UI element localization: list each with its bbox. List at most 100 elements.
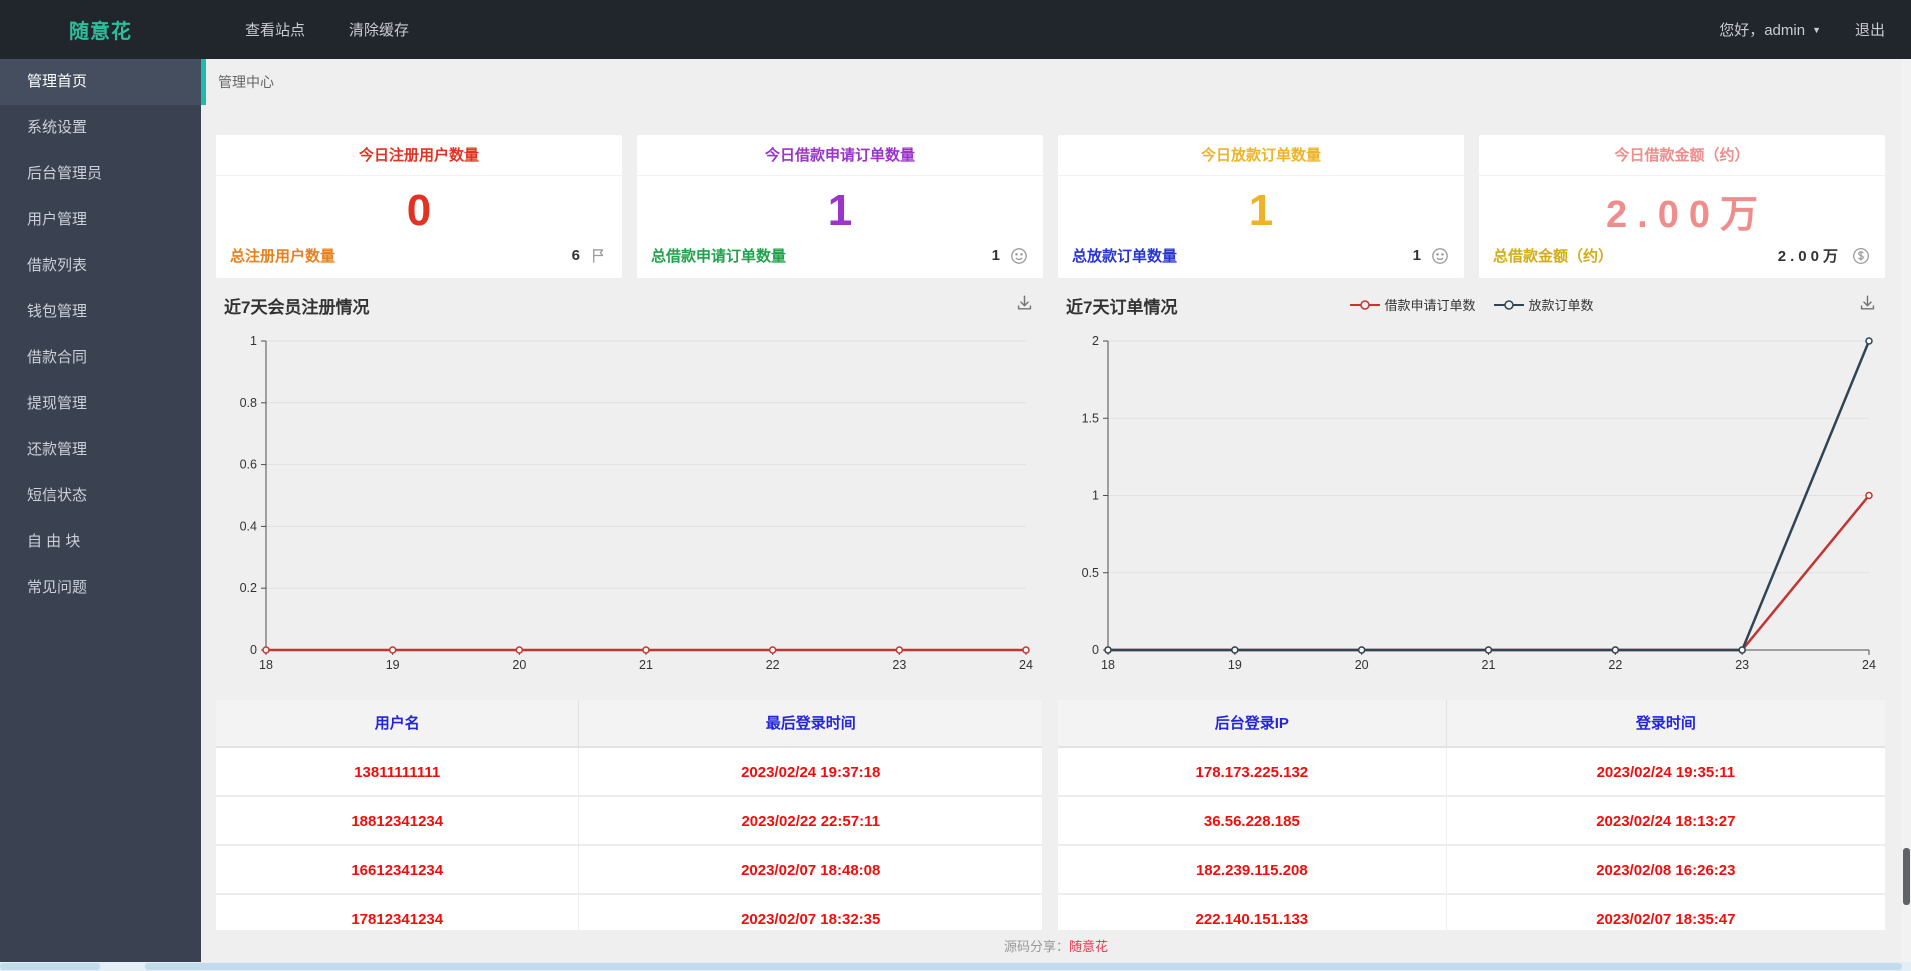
- flag-icon: [589, 246, 608, 265]
- svg-text:24: 24: [1862, 658, 1876, 672]
- stat-card-2: 今日放款订单数量 1 总放款订单数量 1: [1058, 135, 1464, 278]
- logout-button[interactable]: 退出: [1854, 22, 1885, 39]
- footer-link[interactable]: 随意花: [1069, 939, 1109, 954]
- sidebar-item-2[interactable]: 后台管理员: [27, 165, 103, 182]
- footer-prefix: 源码分享：: [1003, 939, 1069, 954]
- top-menu: 查看站点 清除缓存: [201, 19, 409, 40]
- stat-card-footer-label: 总借款申请订单数量: [651, 248, 787, 265]
- stat-card-footer-value: 1: [991, 247, 1000, 264]
- stat-card-footer-right: 2.00万: [1778, 245, 1871, 266]
- table-cell: 13811111111: [216, 748, 580, 795]
- svg-text:21: 21: [1482, 658, 1496, 672]
- download-icon[interactable]: [1015, 293, 1034, 312]
- download-icon[interactable]: [1858, 293, 1877, 312]
- svg-text:0: 0: [1092, 643, 1099, 657]
- horizontal-scrollbar-thumb[interactable]: [145, 963, 1902, 970]
- line-chart-canvas: 18 19 20 21 22 23 24 0 0.2 0.4 0.6 0.8 1: [240, 334, 1033, 672]
- stat-card-footer-label: 总注册用户数量: [230, 248, 336, 265]
- logo-wrap: 随意花: [0, 15, 201, 44]
- smiley-icon: [1430, 246, 1450, 266]
- topbar-right: 您好，admin ▼ 退出: [1719, 19, 1911, 40]
- top-menu-item-1[interactable]: 清除缓存: [349, 22, 410, 39]
- table-header-row: 后台登录IP 登录时间: [1058, 700, 1885, 748]
- line-chart-canvas: 18 19 20 21 22 23 24 0 0.5 1 1.5 2: [1082, 334, 1876, 672]
- table-header-cell: 用户名: [216, 700, 580, 746]
- top-menu-item-0[interactable]: 查看站点: [245, 22, 306, 39]
- vertical-scrollbar[interactable]: [1902, 59, 1911, 962]
- sidebar-item-6[interactable]: 借款合同: [27, 349, 88, 366]
- legend-item-1[interactable]: 放款订单数: [1493, 295, 1594, 314]
- stat-card-value: 2.00万: [1606, 194, 1768, 236]
- table-header-cell: 最后登录时间: [765, 715, 856, 732]
- stat-card-value: 0: [406, 185, 432, 235]
- sidebar-item-1[interactable]: 系统设置: [27, 119, 88, 136]
- legend-item-0[interactable]: 借款申请订单数: [1349, 295, 1476, 314]
- svg-text:18: 18: [1101, 658, 1115, 672]
- table-cell: 182.239.115.208: [1058, 846, 1447, 893]
- app-logo[interactable]: 随意花: [69, 21, 132, 43]
- sidebar-item-11[interactable]: 常见问题: [27, 579, 88, 596]
- page-footer: 源码分享：随意花: [201, 930, 1911, 963]
- legend-line-marker-icon: [1493, 299, 1524, 310]
- table-row: 13811111111 2023/02/24 19:37:18: [216, 748, 1042, 797]
- stat-card-title: 今日借款申请订单数量: [637, 135, 1043, 176]
- dollar-icon: [1851, 246, 1871, 266]
- user-greeting: 您好，admin: [1719, 22, 1806, 39]
- stat-card-title: 今日注册用户数量: [216, 135, 622, 176]
- sidebar-item-9[interactable]: 短信状态: [27, 487, 88, 504]
- table-header-cell: 后台登录IP: [1058, 700, 1447, 746]
- legend-line-marker-icon: [1349, 299, 1380, 310]
- svg-text:19: 19: [386, 658, 400, 672]
- svg-text:0.5: 0.5: [1082, 566, 1099, 580]
- sidebar: 管理首页系统设置后台管理员用户管理借款列表钱包管理借款合同提现管理还款管理短信状…: [0, 59, 201, 971]
- table-row: 182.239.115.208 2023/02/08 16:26:23: [1058, 846, 1885, 895]
- svg-text:23: 23: [892, 658, 906, 672]
- sidebar-item-8[interactable]: 还款管理: [27, 441, 88, 458]
- stat-card-footer-value: 1: [1412, 247, 1421, 264]
- table-row: 18812341234 2023/02/22 22:57:11: [216, 797, 1042, 846]
- table-cell: 18812341234: [216, 797, 580, 844]
- chevron-down-icon: ▼: [1812, 24, 1821, 35]
- stat-card-footer-right: 6: [572, 246, 608, 265]
- table-cell: 16612341234: [216, 846, 580, 893]
- svg-text:1: 1: [250, 334, 257, 348]
- sidebar-item-0[interactable]: 管理首页: [0, 59, 201, 105]
- breadcrumb: 管理中心: [218, 74, 274, 90]
- legend-label: 放款订单数: [1528, 298, 1594, 313]
- table-cell: 2023/02/07 18:48:08: [741, 862, 881, 879]
- svg-text:21: 21: [639, 658, 653, 672]
- stat-card-footer: 总借款申请订单数量 1: [637, 245, 1043, 278]
- svg-text:23: 23: [1735, 658, 1749, 672]
- stat-card-footer-value: 2.00万: [1777, 248, 1842, 265]
- table-row: 16612341234 2023/02/07 18:48:08: [216, 846, 1042, 895]
- sidebar-item-7[interactable]: 提现管理: [27, 395, 88, 412]
- table-cell: 17812341234: [216, 895, 580, 942]
- svg-text:0.8: 0.8: [240, 396, 257, 410]
- horizontal-scrollbar-thumb[interactable]: [0, 963, 100, 970]
- sidebar-item-4[interactable]: 借款列表: [27, 257, 88, 274]
- user-menu[interactable]: 您好，admin ▼: [1719, 19, 1821, 40]
- chart-member-registrations: 近7天会员注册情况 18 19 20 21 22 23 24 0 0.2 0.4 0.6 0.8 1: [216, 285, 1042, 681]
- sidebar-item-5[interactable]: 钱包管理: [27, 303, 88, 320]
- table-cell: 2023/02/24 19:37:18: [741, 764, 881, 781]
- chart-title: 近7天会员注册情况: [224, 298, 370, 317]
- top-navbar: 随意花 查看站点 清除缓存 您好，admin ▼ 退出: [0, 0, 1911, 59]
- sidebar-item-10[interactable]: 自 由 块: [27, 533, 81, 550]
- chart-orders: 近7天订单情况 借款申请订单数 放款订单数 18 19 20 21 22 23 24 0 0.5 1 1.…: [1058, 285, 1885, 681]
- stat-card-footer: 总注册用户数量 6: [216, 245, 622, 278]
- stat-card-footer: 总借款金额（约） 2.00万: [1479, 245, 1885, 278]
- svg-text:20: 20: [1355, 658, 1369, 672]
- stat-card-value: 1: [827, 185, 853, 235]
- users-login-table: 用户名 最后登录时间 13811111111 2023/02/24 19:37:18 1…: [216, 700, 1042, 944]
- stat-card-footer-right: 1: [1413, 246, 1450, 266]
- table-cell: 178.173.225.132: [1058, 748, 1447, 795]
- svg-text:18: 18: [259, 658, 273, 672]
- svg-text:22: 22: [1608, 658, 1622, 672]
- svg-text:20: 20: [512, 658, 526, 672]
- horizontal-scrollbar[interactable]: [0, 962, 1911, 971]
- svg-text:0.6: 0.6: [240, 458, 257, 472]
- sidebar-item-3[interactable]: 用户管理: [27, 211, 88, 228]
- svg-text:1.5: 1.5: [1082, 411, 1099, 425]
- vertical-scrollbar-thumb[interactable]: [1903, 848, 1910, 905]
- svg-text:19: 19: [1228, 658, 1242, 672]
